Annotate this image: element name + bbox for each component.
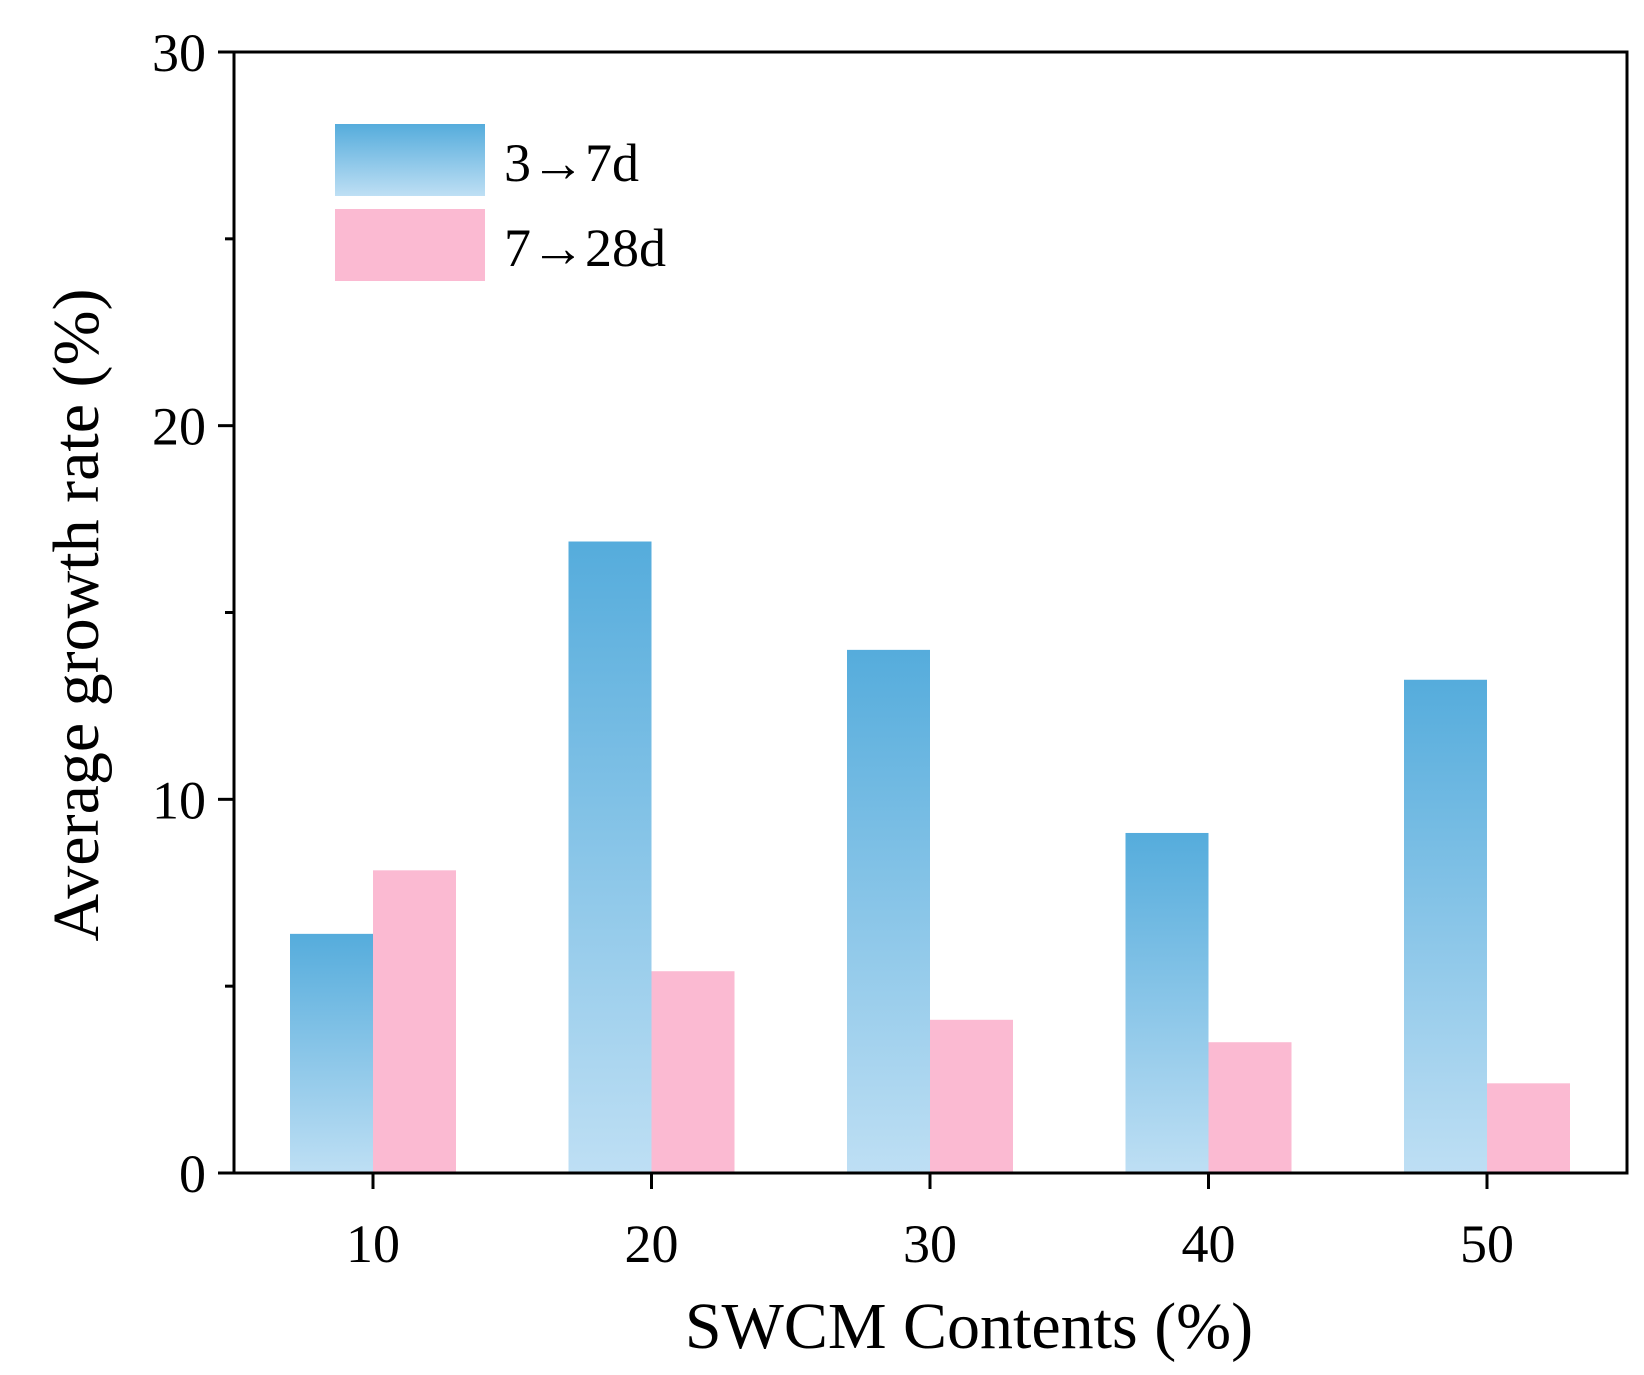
y-tick-label: 0 — [179, 1144, 206, 1204]
bar-3-7d-10 — [290, 933, 373, 1173]
legend-item-7-28d-label: 7→28d — [504, 218, 666, 278]
x-tick-label: 30 — [903, 1214, 957, 1274]
bar-7-28d-50 — [1487, 1083, 1570, 1173]
bars-layer — [290, 541, 1570, 1173]
bar-3-7d-50 — [1404, 679, 1487, 1173]
bar-3-7d-20 — [568, 541, 652, 1173]
x-tick-label: 20 — [625, 1214, 679, 1274]
bar-3-7d-40 — [1125, 832, 1209, 1173]
y-tick-label: 30 — [152, 23, 206, 83]
x-tick-label: 50 — [1460, 1214, 1514, 1274]
legend-item-7-28d-swatch — [335, 209, 485, 281]
x-tick-label: 40 — [1182, 1214, 1236, 1274]
legend-item-3-7d-label: 3→7d — [504, 133, 639, 193]
y-tick-label: 20 — [152, 397, 206, 457]
x-tick-label: 10 — [346, 1214, 400, 1274]
axes-layer: 0 10 20 30 10 20 30 40 50 — [152, 23, 1629, 1274]
legend-item-3-7d-swatch — [335, 124, 485, 196]
bar-7-28d-20 — [651, 971, 735, 1173]
y-tick-label: 10 — [152, 770, 206, 830]
bar-3-7d-30 — [847, 649, 930, 1173]
y-axis-title: Average growth rate (%) — [40, 289, 113, 942]
bar-7-28d-30 — [930, 1019, 1013, 1173]
bar-7-28d-10 — [373, 870, 456, 1173]
x-axis-title: SWCM Contents (%) — [685, 1290, 1253, 1363]
legend: 3→7d 7→28d — [335, 124, 666, 281]
bar-7-28d-40 — [1208, 1042, 1292, 1173]
